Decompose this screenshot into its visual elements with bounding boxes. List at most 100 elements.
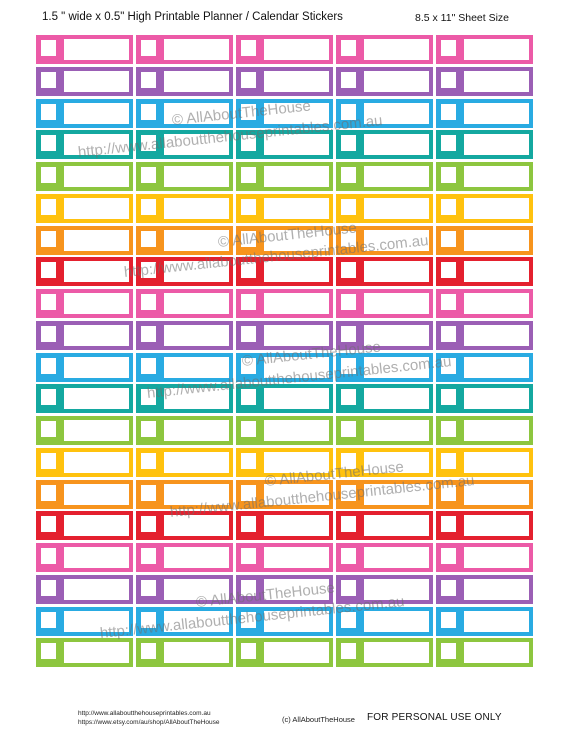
checkbox-square xyxy=(341,103,356,120)
sticker-row xyxy=(36,384,536,414)
sticker-row xyxy=(36,511,536,541)
checkbox-square xyxy=(341,71,356,88)
checkbox-square xyxy=(441,325,456,342)
checkbox-square xyxy=(441,611,456,628)
sticker xyxy=(36,447,133,477)
sticker-label-area xyxy=(164,388,229,410)
footer-personal-use: FOR PERSONAL USE ONLY xyxy=(367,712,502,723)
sticker xyxy=(436,479,533,509)
checkbox-square xyxy=(441,167,456,183)
sticker xyxy=(436,257,533,287)
checkbox-square xyxy=(441,230,456,247)
sticker-label-area xyxy=(464,578,529,600)
sticker xyxy=(136,352,233,382)
sticker xyxy=(136,35,233,64)
sticker-label-area xyxy=(164,197,229,219)
checkbox-square xyxy=(241,357,256,374)
sticker xyxy=(336,638,433,668)
sticker xyxy=(336,384,433,414)
sticker-label-area xyxy=(464,610,529,632)
sticker-label-area xyxy=(364,642,429,664)
footer-url-website[interactable]: http://www.allaboutthehouseprintables.co… xyxy=(78,710,211,717)
checkbox-square xyxy=(241,262,256,279)
sticker xyxy=(436,289,533,318)
sticker xyxy=(436,130,533,160)
sticker xyxy=(36,543,133,572)
sticker xyxy=(136,574,233,604)
sticker-label-area xyxy=(364,166,429,187)
sticker xyxy=(136,225,233,255)
checkbox-square xyxy=(341,579,356,596)
sticker-label-area xyxy=(64,197,129,219)
sticker-label-area xyxy=(164,547,229,568)
sticker xyxy=(36,352,133,382)
header: 1.5 " wide x 0.5" High Printable Planner… xyxy=(0,0,570,34)
sticker xyxy=(136,98,233,128)
sticker-row xyxy=(36,35,536,65)
sticker-label-area xyxy=(464,293,529,314)
sticker-label-area xyxy=(64,229,129,251)
sticker xyxy=(336,416,433,445)
checkbox-square xyxy=(441,484,456,501)
sticker xyxy=(436,606,533,636)
sticker-row xyxy=(36,289,536,319)
checkbox-square xyxy=(341,643,356,660)
sticker xyxy=(436,384,533,414)
sticker-label-area xyxy=(264,39,329,60)
sticker-label-area xyxy=(464,642,529,664)
sticker-label-area xyxy=(364,547,429,568)
checkbox-square xyxy=(241,135,256,152)
sticker-label-area xyxy=(464,261,529,283)
checkbox-square xyxy=(441,135,456,152)
sticker-label-area xyxy=(464,70,529,92)
checkbox-square xyxy=(241,230,256,247)
sticker xyxy=(436,162,533,191)
sticker-label-area xyxy=(164,229,229,251)
sticker-label-area xyxy=(64,324,129,346)
sticker-row xyxy=(36,193,536,224)
sticker-label-area xyxy=(64,70,129,92)
sticker-label-area xyxy=(164,483,229,505)
checkbox-square xyxy=(441,71,456,88)
checkbox-square xyxy=(141,135,156,152)
checkbox-square xyxy=(341,389,356,406)
sticker-label-area xyxy=(264,197,329,219)
checkbox-square xyxy=(241,325,256,342)
sticker xyxy=(436,416,533,445)
sticker-label-area xyxy=(164,515,229,537)
sticker-row xyxy=(36,574,536,605)
sticker-label-area xyxy=(364,483,429,505)
sticker-label-area xyxy=(364,261,429,283)
footer-url-etsy[interactable]: https://www.etsy.com/au/shop/AllAboutThe… xyxy=(78,719,220,726)
checkbox-square xyxy=(141,103,156,120)
sticker xyxy=(36,162,133,191)
sticker xyxy=(136,130,233,160)
checkbox-square xyxy=(441,198,456,215)
sticker xyxy=(336,35,433,64)
sticker xyxy=(436,511,533,541)
sticker-label-area xyxy=(64,293,129,314)
sticker xyxy=(336,352,433,382)
sticker xyxy=(336,574,433,604)
sticker xyxy=(136,447,233,477)
sticker-label-area xyxy=(164,356,229,378)
checkbox-square xyxy=(141,71,156,88)
sticker-label-area xyxy=(164,166,229,187)
sticker-label-area xyxy=(64,610,129,632)
checkbox-square xyxy=(41,198,56,215)
checkbox-square xyxy=(341,452,356,469)
sticker-label-area xyxy=(164,39,229,60)
sticker xyxy=(436,35,533,64)
sticker-row xyxy=(36,225,536,256)
sticker xyxy=(436,352,533,382)
sticker xyxy=(36,511,133,541)
sticker xyxy=(236,352,333,382)
sticker-label-area xyxy=(264,388,329,410)
sticker xyxy=(436,193,533,223)
checkbox-square xyxy=(241,579,256,596)
sticker-label-area xyxy=(464,324,529,346)
checkbox-square xyxy=(41,103,56,120)
sticker-row xyxy=(36,162,536,192)
checkbox-square xyxy=(141,294,156,310)
sticker-label-area xyxy=(64,102,129,124)
